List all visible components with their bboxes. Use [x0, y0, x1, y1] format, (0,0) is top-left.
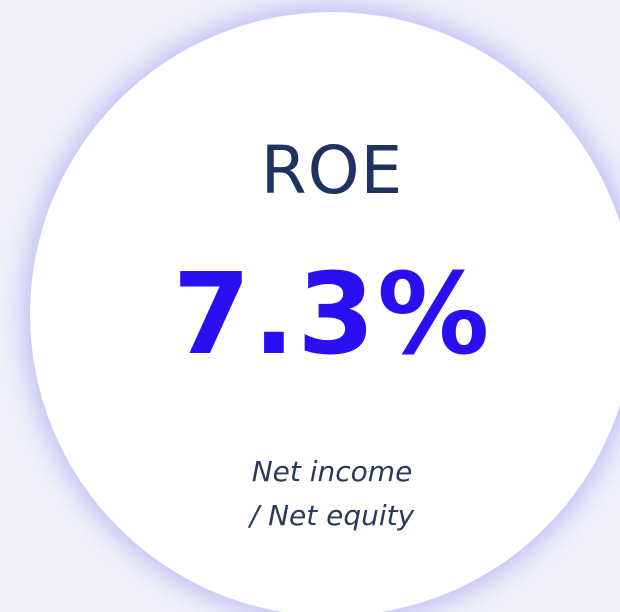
- metric-description: Net income: [251, 455, 413, 488]
- metric-title: ROE: [260, 132, 404, 209]
- metric-description: / Net equity: [249, 499, 415, 532]
- metric-value: 7.3%: [172, 250, 492, 380]
- metric-circle: [30, 12, 620, 612]
